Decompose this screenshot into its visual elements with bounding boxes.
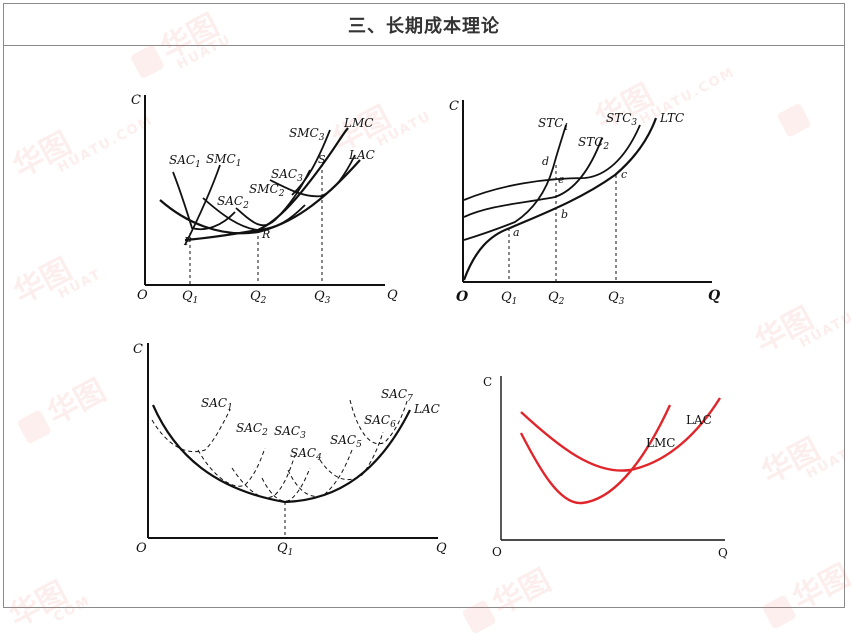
d3-sac4-label: SAC4 xyxy=(290,446,322,463)
d1-point-p: P xyxy=(183,235,192,248)
d3-sac7-label: SAC7 xyxy=(381,387,413,404)
d3-sac3-curve xyxy=(231,454,296,499)
diagram-lac-lmc-red: C O Q LAC LMC xyxy=(483,375,728,560)
d3-o-label: O xyxy=(136,541,147,556)
d4-c-label: C xyxy=(483,375,492,389)
d1-sac1-curve xyxy=(172,171,236,231)
d2-point-e: e xyxy=(558,173,565,186)
d2-stc1-label: STC1 xyxy=(538,116,569,133)
d4-o-label: O xyxy=(492,545,502,559)
d2-ltc-label: LTC xyxy=(659,111,684,125)
d1-lmc-label: LMC xyxy=(343,116,373,130)
d3-sac2-curve xyxy=(197,447,266,487)
d4-q-label: Q xyxy=(718,546,728,560)
d3-sac3-label: SAC3 xyxy=(274,424,306,441)
d1-o-label: O xyxy=(137,288,148,303)
d3-sac6-label: SAC6 xyxy=(364,413,396,430)
d3-sac6-curve xyxy=(319,431,384,481)
d3-c-label: C xyxy=(133,342,143,357)
diagram-lac-envelope: C O Q SAC1 SAC2 SAC3 SAC4 SAC5 SAC6 SAC7… xyxy=(133,342,447,558)
d1-c-label: C xyxy=(131,93,141,108)
d3-sac1-curve xyxy=(151,409,231,453)
d1-q3-label: Q3 xyxy=(314,289,331,306)
d1-q2-label: Q2 xyxy=(250,289,267,306)
d1-smc1-label: SMC1 xyxy=(206,152,241,169)
d3-lac-label: LAC xyxy=(413,402,440,416)
d3-q-label: Q xyxy=(436,541,447,556)
d4-lmc-label: LMC xyxy=(646,436,675,450)
d3-sac7-curve xyxy=(349,397,409,445)
d1-point-s: S xyxy=(318,153,326,166)
d2-stc2-label: STC2 xyxy=(578,135,609,152)
d1-q-label: Q xyxy=(387,288,398,303)
d3-sac2-label: SAC2 xyxy=(236,421,268,438)
d2-q1-label: Q1 xyxy=(501,290,517,307)
diagram-lac-lmc-short-run: C O Q SAC1 SMC1 SAC2 SMC2 SAC3 SMC3 LMC … xyxy=(131,93,398,306)
d2-q2-label: Q2 xyxy=(548,290,565,307)
section-title: 三、长期成本理论 xyxy=(348,15,500,37)
d1-lac-label: LAC xyxy=(348,148,375,162)
d2-stc2-curve xyxy=(463,137,603,218)
d2-point-d: d xyxy=(542,155,549,168)
d2-stc3-curve xyxy=(463,124,641,201)
d2-q-label: Q xyxy=(708,288,720,304)
d3-q1-label: Q1 xyxy=(277,541,293,558)
d2-q3-label: Q3 xyxy=(608,290,625,307)
d2-stc1-curve xyxy=(463,124,567,241)
d1-q1-label: Q1 xyxy=(182,289,198,306)
d2-point-a: a xyxy=(513,226,520,239)
d2-ltc-curve xyxy=(462,117,658,281)
diagram-canvas: C O Q SAC1 SMC1 SAC2 SMC2 SAC3 SMC3 LMC … xyxy=(131,93,728,560)
d3-sac5-label: SAC5 xyxy=(330,433,362,450)
d1-smc3-label: SMC3 xyxy=(289,126,325,143)
content-frame: 三、长期成本理论 xyxy=(3,3,845,608)
d2-stc3-label: STC3 xyxy=(606,111,637,128)
d1-smc3-curve xyxy=(291,129,331,196)
d4-lmc-curve xyxy=(519,404,672,505)
d1-lmc-curve xyxy=(184,127,349,242)
d2-point-c: c xyxy=(621,168,627,181)
d1-smc2-label: SMC2 xyxy=(249,182,285,199)
d3-sac5-curve xyxy=(287,449,353,497)
d1-sac3-label: SAC3 xyxy=(271,167,303,184)
section-header: 三、长期成本理论 xyxy=(4,4,844,46)
d2-point-b: b xyxy=(561,208,568,221)
d4-lac-label: LAC xyxy=(686,413,712,427)
d1-sac1-label: SAC1 xyxy=(169,153,201,170)
d2-c-label: C xyxy=(449,99,459,114)
d1-sac2-label: SAC2 xyxy=(217,194,249,211)
d1-smc1-curve xyxy=(184,164,221,246)
d4-lac-curve xyxy=(520,397,722,472)
d1-point-r: R xyxy=(261,228,270,241)
d2-o-label: O xyxy=(456,289,469,305)
d3-sac4-curve xyxy=(261,467,311,502)
d3-sac1-label: SAC1 xyxy=(201,396,233,413)
diagram-ltc-stc: C O Q STC1 STC2 STC3 LTC a b c d e Q1 Q2… xyxy=(449,99,720,307)
